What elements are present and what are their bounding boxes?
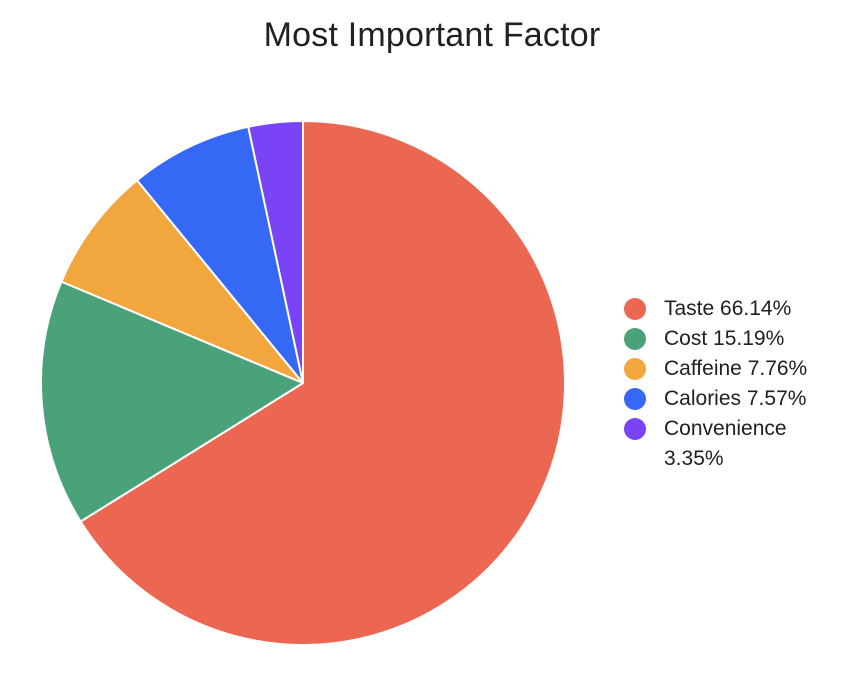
- pie-slice-cost[interactable]: [40, 280, 304, 523]
- legend-swatch-cost: [624, 328, 646, 350]
- legend-item-taste[interactable]: Taste 66.14%: [624, 294, 834, 324]
- legend: Taste 66.14% Cost 15.19% Caffeine 7.76% …: [624, 294, 834, 474]
- legend-item-convenience[interactable]: Convenience 3.35%: [624, 414, 834, 474]
- legend-item-calories[interactable]: Calories 7.57%: [624, 384, 834, 414]
- pie-slice-caffeine[interactable]: [60, 179, 304, 384]
- legend-swatch-caffeine: [624, 358, 646, 380]
- legend-item-caffeine[interactable]: Caffeine 7.76%: [624, 354, 834, 384]
- chart-title: Most Important Factor: [263, 16, 601, 54]
- legend-label-convenience: Convenience 3.35%: [664, 417, 787, 470]
- legend-swatch-convenience: [624, 418, 646, 440]
- pie-slice-taste[interactable]: [79, 120, 566, 646]
- legend-label-caffeine: Caffeine 7.76%: [664, 357, 808, 380]
- legend-swatch-taste: [624, 298, 646, 320]
- pie-slice-convenience[interactable]: [247, 120, 304, 384]
- legend-swatch-calories: [624, 388, 646, 410]
- legend-label-calories: Calories 7.57%: [664, 387, 807, 410]
- legend-item-cost[interactable]: Cost 15.19%: [624, 324, 834, 354]
- legend-label-taste: Taste 66.14%: [664, 297, 792, 320]
- legend-label-cost: Cost 15.19%: [664, 327, 785, 350]
